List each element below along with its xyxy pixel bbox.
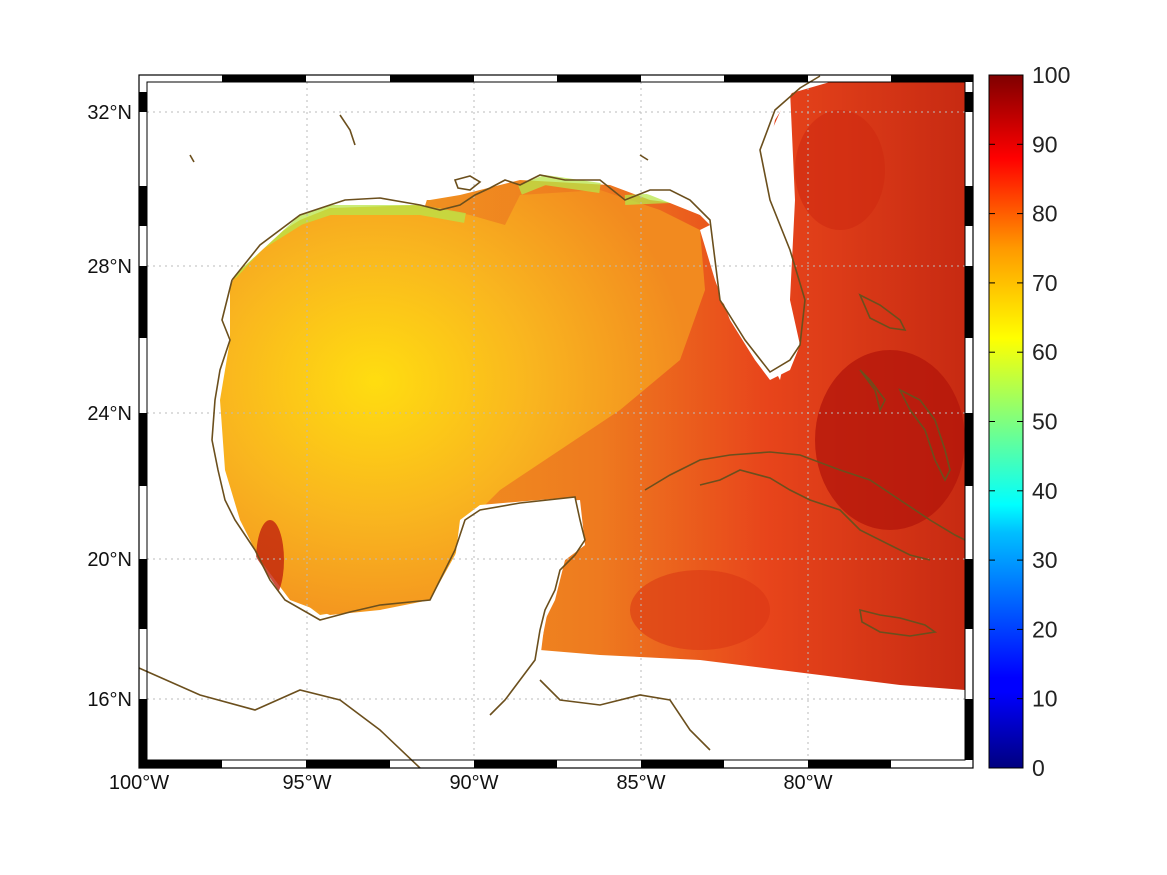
colorbar-tick-label: 20 <box>1032 616 1058 642</box>
lon-label-4: 80°W <box>783 772 832 794</box>
lat-label-3: 20°N <box>87 549 132 571</box>
frame-bottom-checks <box>139 760 891 768</box>
graticule <box>147 82 965 760</box>
lon-labels: 100°W 95°W 90°W 85°W 80°W <box>109 772 833 794</box>
lat-label-2: 24°N <box>87 403 132 425</box>
lon-label-1: 95°W <box>282 772 331 794</box>
lon-label-3: 85°W <box>616 772 665 794</box>
colorbar-tick-label: 60 <box>1032 339 1058 365</box>
frame-top-checks <box>222 75 973 82</box>
lat-label-4: 16°N <box>87 689 132 711</box>
colorbar-tick-label: 10 <box>1032 686 1058 712</box>
ocean-field-west <box>220 190 705 615</box>
colorbar-tick-label: 0 <box>1032 755 1045 781</box>
coastlines <box>138 75 966 769</box>
colorbar-tick-label: 100 <box>1032 62 1070 88</box>
hot-spot-bahamas <box>815 350 965 530</box>
hot-spot-atlantic <box>795 110 885 230</box>
lon-label-2: 90°W <box>449 772 498 794</box>
lat-label-1: 28°N <box>87 256 132 278</box>
hot-spot-caribbean <box>630 570 770 650</box>
colorbar-tick-label: 80 <box>1032 201 1058 227</box>
frame-right-checks <box>965 92 973 760</box>
colorbar-tick-label: 70 <box>1032 270 1058 296</box>
colorbar-ticks: 0 10 20 30 40 50 60 70 80 90 100 <box>989 62 1070 781</box>
colorbar: 0 10 20 30 40 50 60 70 80 90 100 <box>988 62 1070 781</box>
lon-label-0: 100°W <box>109 772 169 794</box>
colorbar-tick-label: 40 <box>1032 478 1058 504</box>
lat-label-0: 32°N <box>87 102 132 124</box>
yucatan-land <box>410 497 585 660</box>
colorbar-tick-label: 50 <box>1032 409 1058 435</box>
mexico-land <box>139 75 800 768</box>
lat-labels: 32°N 28°N 24°N 20°N 16°N <box>87 102 132 711</box>
data-field <box>139 75 965 768</box>
colorbar-tick-label: 30 <box>1032 547 1058 573</box>
frame-left-checks <box>139 92 147 760</box>
florida-land <box>700 90 800 380</box>
colorbar-tick-label: 90 <box>1032 131 1058 157</box>
map-frame <box>138 74 974 769</box>
